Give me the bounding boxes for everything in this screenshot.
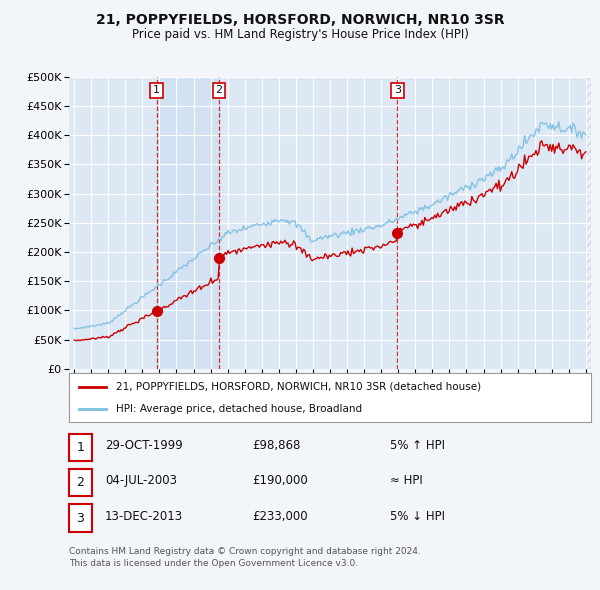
Text: Contains HM Land Registry data © Crown copyright and database right 2024.: Contains HM Land Registry data © Crown c… [69, 547, 421, 556]
Text: 5% ↓ HPI: 5% ↓ HPI [390, 510, 445, 523]
Text: 5% ↑ HPI: 5% ↑ HPI [390, 439, 445, 452]
Text: This data is licensed under the Open Government Licence v3.0.: This data is licensed under the Open Gov… [69, 559, 358, 568]
Text: HPI: Average price, detached house, Broadland: HPI: Average price, detached house, Broa… [116, 404, 362, 414]
Text: 29-OCT-1999: 29-OCT-1999 [105, 439, 183, 452]
Text: 2: 2 [215, 86, 223, 96]
Bar [586, 77, 591, 369]
Text: £98,868: £98,868 [252, 439, 301, 452]
Text: 21, POPPYFIELDS, HORSFORD, NORWICH, NR10 3SR: 21, POPPYFIELDS, HORSFORD, NORWICH, NR10… [95, 13, 505, 27]
Bar [157, 77, 219, 369]
Text: 04-JUL-2003: 04-JUL-2003 [105, 474, 177, 487]
Text: Price paid vs. HM Land Registry's House Price Index (HPI): Price paid vs. HM Land Registry's House … [131, 28, 469, 41]
Text: 3: 3 [394, 86, 401, 96]
Text: ≈ HPI: ≈ HPI [390, 474, 423, 487]
Text: 13-DEC-2013: 13-DEC-2013 [105, 510, 183, 523]
Text: £233,000: £233,000 [252, 510, 308, 523]
Text: 2: 2 [76, 476, 85, 489]
Text: 1: 1 [76, 441, 85, 454]
Text: 21, POPPYFIELDS, HORSFORD, NORWICH, NR10 3SR (detached house): 21, POPPYFIELDS, HORSFORD, NORWICH, NR10… [116, 382, 481, 392]
Text: 1: 1 [153, 86, 160, 96]
Text: £190,000: £190,000 [252, 474, 308, 487]
Text: 3: 3 [76, 512, 85, 525]
